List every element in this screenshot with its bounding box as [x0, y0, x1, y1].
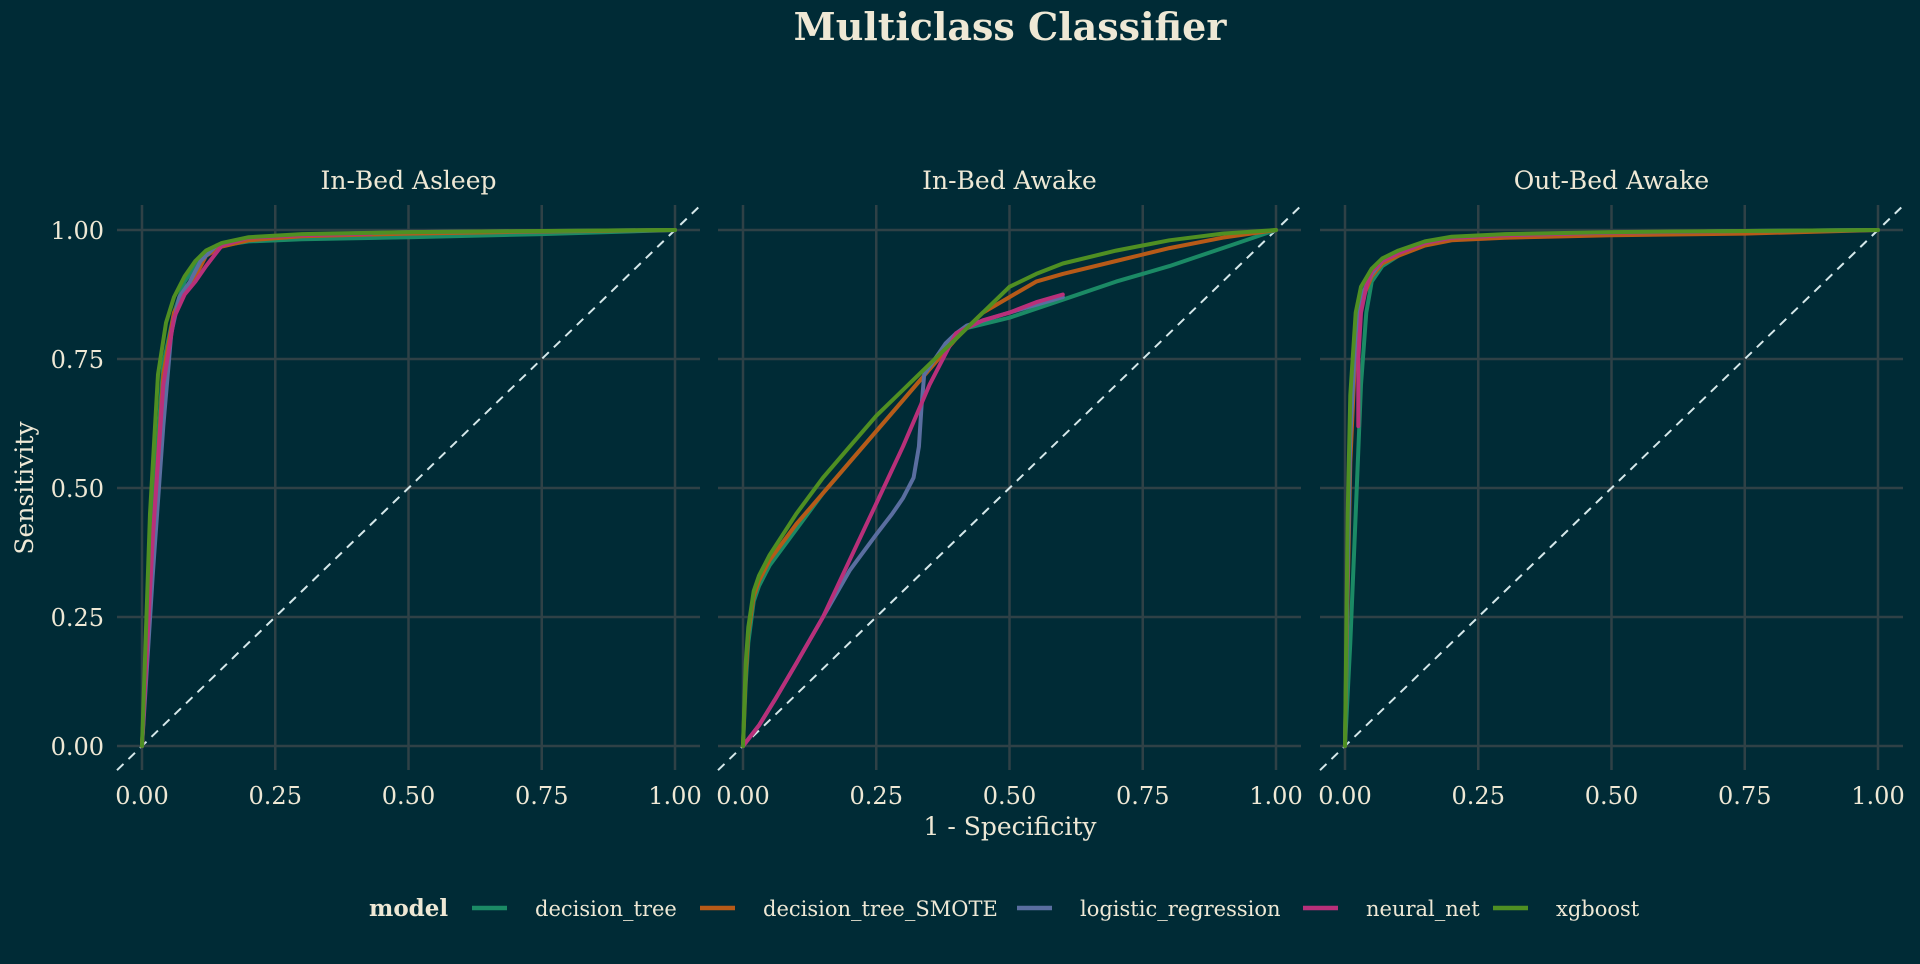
panel-title: Out-Bed Awake [1514, 166, 1709, 195]
y-tick-label: 0.75 [51, 346, 104, 374]
chart-title: Multiclass Classifier [794, 4, 1228, 49]
roc-curve-xgboost [140, 228, 677, 748]
legend-label: xgboost [1556, 897, 1640, 921]
x-tick-label: 1.00 [1851, 782, 1904, 810]
diagonal-reference-line [1319, 205, 1904, 771]
x-tick-label: 0.25 [850, 782, 903, 810]
x-tick-label: 0.50 [1585, 782, 1638, 810]
x-tick-label: 0.50 [382, 782, 435, 810]
x-tick-label: 0.75 [515, 782, 568, 810]
diagonal-reference-line [116, 205, 701, 771]
legend-label: decision_tree [535, 897, 677, 921]
x-tick-label: 0.00 [1318, 782, 1371, 810]
x-tick-label: 0.25 [1452, 782, 1505, 810]
x-tick-label: 0.00 [115, 782, 168, 810]
y-tick-label: 0.25 [51, 604, 104, 632]
legend-title: model [369, 895, 448, 922]
y-tick-label: 0.00 [51, 733, 104, 761]
x-tick-label: 1.00 [648, 782, 701, 810]
panel-2: In-Bed Awake 0.00 0.25 0.50 0.75 1.00 [716, 166, 1302, 810]
panel-3: Out-Bed Awake 0.00 0.25 0.50 0.75 1.00 [1318, 166, 1904, 810]
legend-label: neural_net [1366, 897, 1480, 921]
x-axis-label: 1 - Specificity [923, 812, 1097, 841]
x-tick-label: 0.75 [1718, 782, 1771, 810]
roc-curve-xgboost [741, 228, 1278, 748]
panel-title: In-Bed Awake [922, 166, 1097, 195]
roc-curve-neural-net [741, 292, 1065, 748]
x-tick-label: 0.75 [1116, 782, 1169, 810]
x-tick-label: 0.00 [716, 782, 769, 810]
x-tick-label: 0.25 [249, 782, 302, 810]
roc-curve-neural-net [1356, 229, 1721, 429]
roc-curve-neural-net [140, 231, 374, 748]
y-tick-label: 0.50 [51, 475, 104, 503]
legend: model decision_tree decision_tree_SMOTE log… [369, 895, 1640, 922]
legend-label: decision_tree_SMOTE [763, 897, 998, 921]
x-tick-label: 0.50 [983, 782, 1036, 810]
diagonal-reference-line [717, 205, 1302, 771]
y-tick-label: 1.00 [51, 217, 104, 245]
legend-label: logistic_regression [1080, 897, 1281, 921]
roc-curve-xgboost [1343, 228, 1880, 748]
panel-1: In-Bed Asleep 0.00 0.25 0.50 0.75 1.00 [115, 166, 701, 810]
x-tick-label: 1.00 [1249, 782, 1302, 810]
y-axis-label: Sensitivity [10, 421, 39, 555]
panel-title: In-Bed Asleep [320, 166, 496, 195]
